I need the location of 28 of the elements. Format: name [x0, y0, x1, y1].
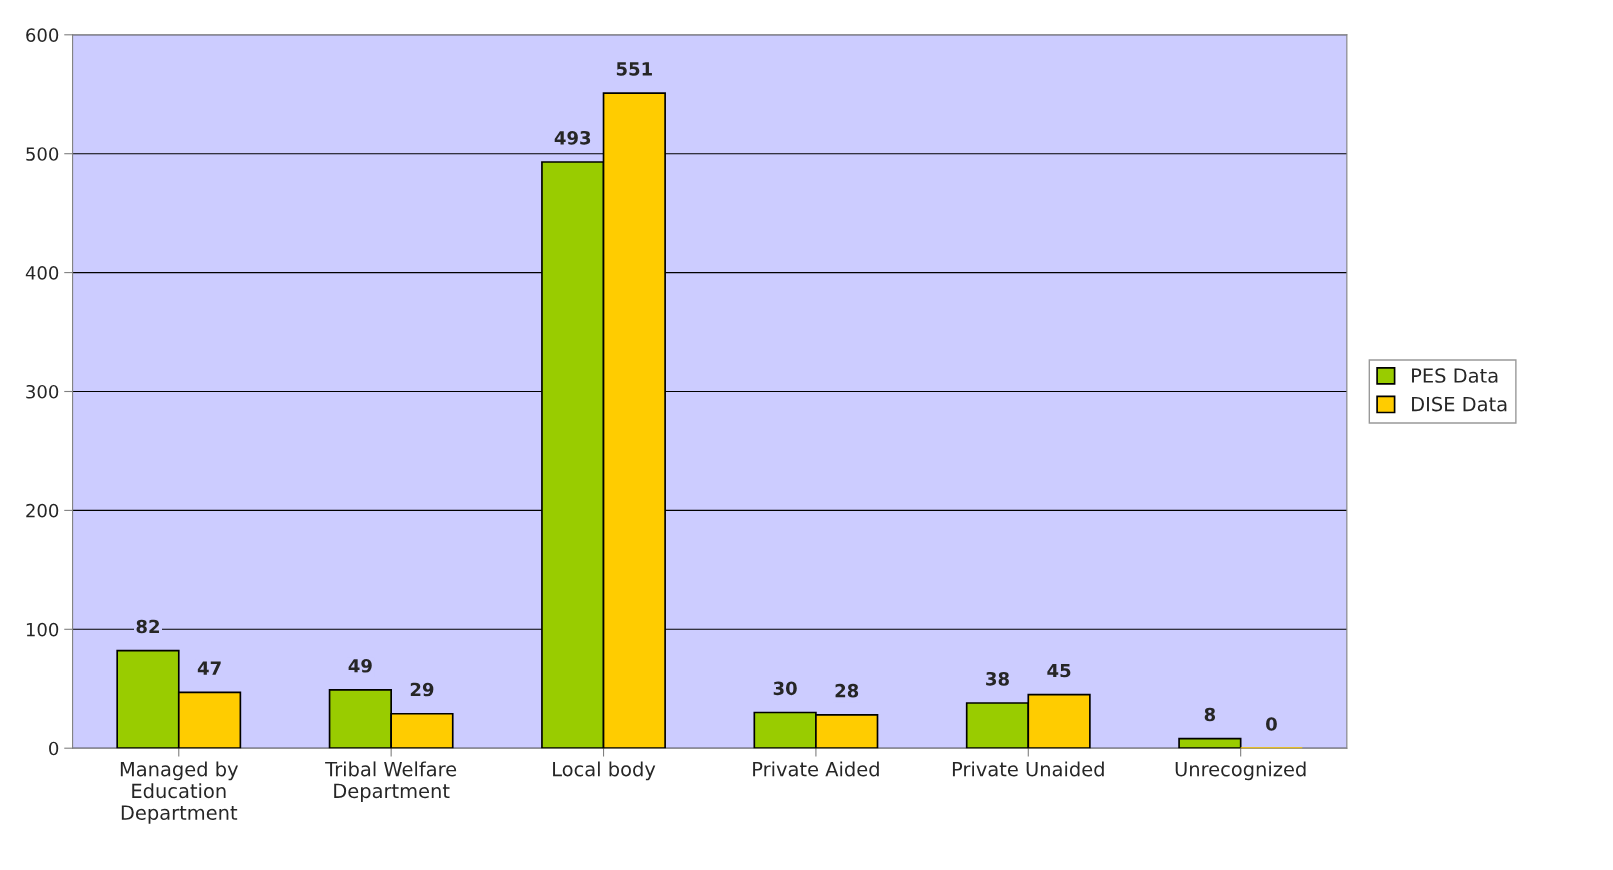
y-tick-label: 100 — [26, 622, 59, 637]
data-label: 493 — [554, 130, 591, 145]
data-label: 0 — [1266, 717, 1277, 731]
x-tick-label: Managed by Education Department — [120, 761, 238, 824]
x-tick-label: Private Unaided — [952, 761, 1104, 777]
x-tick-label: Tribal Welfare Department — [325, 761, 457, 802]
bar — [1178, 737, 1242, 749]
y-tick-label: 300 — [26, 384, 59, 399]
y-tick-label: 600 — [26, 28, 59, 42]
y-tick-label: 0 — [49, 741, 59, 756]
legend-label: DISE Data — [1412, 396, 1507, 412]
data-label: 8 — [1204, 707, 1216, 722]
y-tick-label: 400 — [25, 266, 59, 280]
x-tick-label: Local body — [553, 761, 656, 781]
x-tick-label: Private Aided — [753, 761, 879, 777]
y-tick-label: 500 — [26, 147, 59, 161]
x-tick-label: Unrecognized — [1175, 761, 1306, 781]
data-label: 551 — [616, 62, 652, 76]
data-label: 82 — [136, 619, 159, 634]
data-label: 38 — [986, 671, 1009, 686]
data-label: 45 — [1047, 663, 1071, 678]
legend-label: PES Data — [1412, 368, 1498, 383]
data-label: 29 — [410, 682, 434, 697]
data-label: 28 — [835, 683, 859, 698]
data-label: 47 — [197, 661, 221, 675]
data-label: 49 — [348, 658, 372, 673]
data-label: 30 — [773, 681, 797, 696]
y-tick-label: 200 — [26, 503, 59, 518]
